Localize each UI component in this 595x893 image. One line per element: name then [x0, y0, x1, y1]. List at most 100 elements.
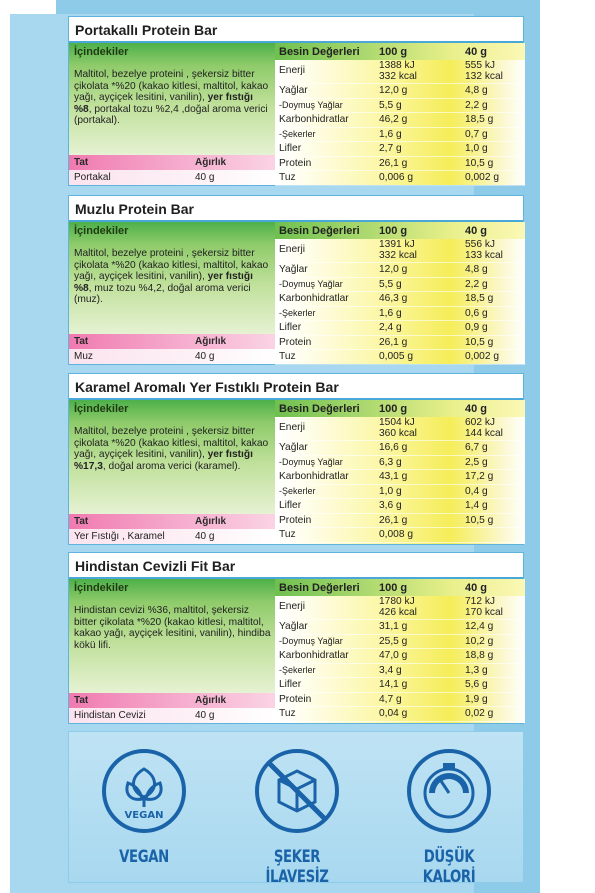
value-40g: 0,002 g	[465, 172, 499, 184]
nutrition-panel: Besin Değerleri 100 g 40 g Enerji 1780 k…	[275, 579, 525, 723]
value-100g: 12,0 g	[379, 264, 408, 276]
nutrition-row: Karbonhidratlar 43,1 g 17,2 g	[275, 470, 525, 485]
nutrition-row: Lifler 2,7 g 1,0 g	[275, 142, 525, 157]
nutrition-row: Tuz 0,006 g 0,002 g	[275, 171, 525, 186]
per-100g-heading: 100 g	[379, 224, 408, 237]
nutrient-label: Yağlar	[279, 442, 308, 454]
nutrition-row: Yağlar 12,0 g 4,8 g	[275, 84, 525, 99]
nutrient-label: Tuz	[279, 172, 296, 184]
nutrition-heading: Besin Değerleri	[279, 581, 360, 594]
nutrient-label: -Doymuş Yağlar	[279, 279, 343, 290]
value-100g: 5,5 g	[379, 99, 402, 111]
weight-value: 40 g	[195, 710, 215, 721]
flavor-value: Hindistan Cevizi	[74, 710, 146, 721]
product-card: Portakallı Protein Bar İçindekiler Malti…	[68, 16, 525, 186]
ingredients-plain: Maltitol, bezelye proteini , şekersiz bi…	[74, 426, 269, 460]
product-card: Hindistan Cevizli Fit Bar İçindekiler Hi…	[68, 552, 525, 724]
ingredients-heading: İçindekiler	[74, 225, 129, 237]
energy-row: Enerji 1780 kJ 426 kcal 712 kJ 170 kcal	[275, 596, 525, 620]
value-40g: 1,3 g	[465, 664, 488, 676]
value-40g: 17,2 g	[465, 471, 494, 483]
value-100g: 43,1 g	[379, 471, 408, 483]
nutrient-label: Protein	[279, 693, 312, 705]
energy-label: Enerji	[279, 244, 306, 256]
nutrition-row: Karbonhidratlar 47,0 g 18,8 g	[275, 649, 525, 664]
nutrient-label: Protein	[279, 157, 312, 169]
value-40g: 10,5 g	[465, 514, 494, 526]
flavor-heading: Tat	[74, 516, 89, 527]
nutrition-row: Protein 4,7 g 1,9 g	[275, 693, 525, 707]
nutrient-label: Tuz	[279, 351, 296, 363]
energy-row: Enerji 1391 kJ 332 kcal 556 kJ 133 kcal	[275, 239, 525, 263]
value-40g: 0,02 g	[465, 708, 494, 720]
ingredients-plain: Maltitol, bezelye proteini , şekersiz bi…	[74, 248, 269, 282]
energy-100g: 1391 kJ 332 kcal	[379, 239, 465, 261]
nutrition-heading: Besin Değerleri	[279, 224, 360, 237]
flavor-header: Tat Ağırlık	[69, 693, 275, 708]
per-40g-heading: 40 g	[465, 402, 488, 415]
flavor-value: Muz	[74, 351, 93, 362]
product-title: Hindistan Cevizli Fit Bar	[69, 553, 523, 579]
nutrition-row: Protein 26,1 g 10,5 g	[275, 157, 525, 171]
energy-40g: 602 kJ 144 kcal	[465, 417, 525, 439]
value-40g: 0,7 g	[465, 128, 488, 140]
nutrient-label: Karbonhidratlar	[279, 114, 349, 126]
value-100g: 26,1 g	[379, 336, 408, 348]
value-100g: 3,4 g	[379, 664, 402, 676]
value-100g: 3,6 g	[379, 500, 402, 512]
energy-kcal-40g: 144 kcal	[465, 427, 503, 439]
nutrition-header: Besin Değerleri 100 g 40 g	[275, 222, 525, 239]
nutrient-label: Lifler	[279, 143, 302, 155]
value-40g: 18,8 g	[465, 650, 494, 662]
energy-kj-100g: 1388 kJ	[379, 60, 415, 71]
value-100g: 1,0 g	[379, 485, 402, 497]
ingredients-panel: İçindekiler Maltitol, bezelye proteini ,…	[69, 222, 275, 364]
nutrient-label: -Doymuş Yağlar	[279, 100, 343, 111]
nutrition-row: Lifler 2,4 g 0,9 g	[275, 321, 525, 336]
value-40g: 1,0 g	[465, 143, 488, 155]
energy-kj-40g: 602 kJ	[465, 417, 496, 428]
value-40g: 12,4 g	[465, 621, 494, 633]
badge-vegan: VEGAN VEGAN	[84, 747, 204, 867]
ingredients-tail: , muz tozu %4,2, doğal aroma verici (muz…	[74, 282, 251, 306]
weight-value: 40 g	[195, 172, 215, 183]
nutrition-heading: Besin Değerleri	[279, 45, 360, 58]
value-40g: 0,9 g	[465, 322, 488, 334]
nutrition-row: Protein 26,1 g 10,5 g	[275, 514, 525, 528]
nutrition-row: Protein 26,1 g 10,5 g	[275, 336, 525, 350]
value-100g: 26,1 g	[379, 157, 408, 169]
per-100g-heading: 100 g	[379, 402, 408, 415]
value-100g: 25,5 g	[379, 635, 408, 647]
nutrition-panel: Besin Değerleri 100 g 40 g Enerji 1504 k…	[275, 400, 525, 544]
weight-heading: Ağırlık	[195, 336, 227, 347]
nutrient-label: Lifler	[279, 500, 302, 512]
per-40g-heading: 40 g	[465, 45, 488, 58]
value-40g: 10,2 g	[465, 635, 494, 647]
value-100g: 14,1 g	[379, 679, 408, 691]
nutrient-label: Karbonhidratlar	[279, 650, 349, 662]
value-100g: 2,4 g	[379, 322, 402, 334]
nutrition-row: -Şekerler 1,0 g 0,4 g	[275, 485, 525, 499]
value-100g: 46,2 g	[379, 114, 408, 126]
nutrition-row: -Doymuş Yağlar 5,5 g 2,2 g	[275, 99, 525, 113]
energy-kcal-100g: 332 kcal	[379, 249, 417, 261]
energy-100g: 1504 kJ 360 kcal	[379, 417, 465, 439]
energy-40g: 712 kJ 170 kcal	[465, 596, 525, 618]
nutrient-label: Protein	[279, 336, 312, 348]
value-40g: 2,2 g	[465, 278, 488, 290]
nutrition-heading: Besin Değerleri	[279, 402, 360, 415]
ingredients-heading: İçindekiler	[74, 582, 129, 594]
energy-label: Enerji	[279, 65, 306, 77]
nutrient-label: Protein	[279, 514, 312, 526]
per-100g-heading: 100 g	[379, 581, 408, 594]
nutrition-row: -Şekerler 1,6 g 0,7 g	[275, 128, 525, 142]
nutrition-row: Yağlar 12,0 g 4,8 g	[275, 263, 525, 278]
energy-kj-40g: 555 kJ	[465, 60, 496, 71]
value-40g: 10,5 g	[465, 157, 494, 169]
flavor-row: Hindistan Cevizi 40 g	[69, 708, 275, 723]
value-40g: 18,5 g	[465, 293, 494, 305]
nutrition-row: -Şekerler 1,6 g 0,6 g	[275, 307, 525, 321]
value-100g: 12,0 g	[379, 85, 408, 97]
value-100g: 5,5 g	[379, 278, 402, 290]
flavor-header: Tat Ağırlık	[69, 334, 275, 349]
